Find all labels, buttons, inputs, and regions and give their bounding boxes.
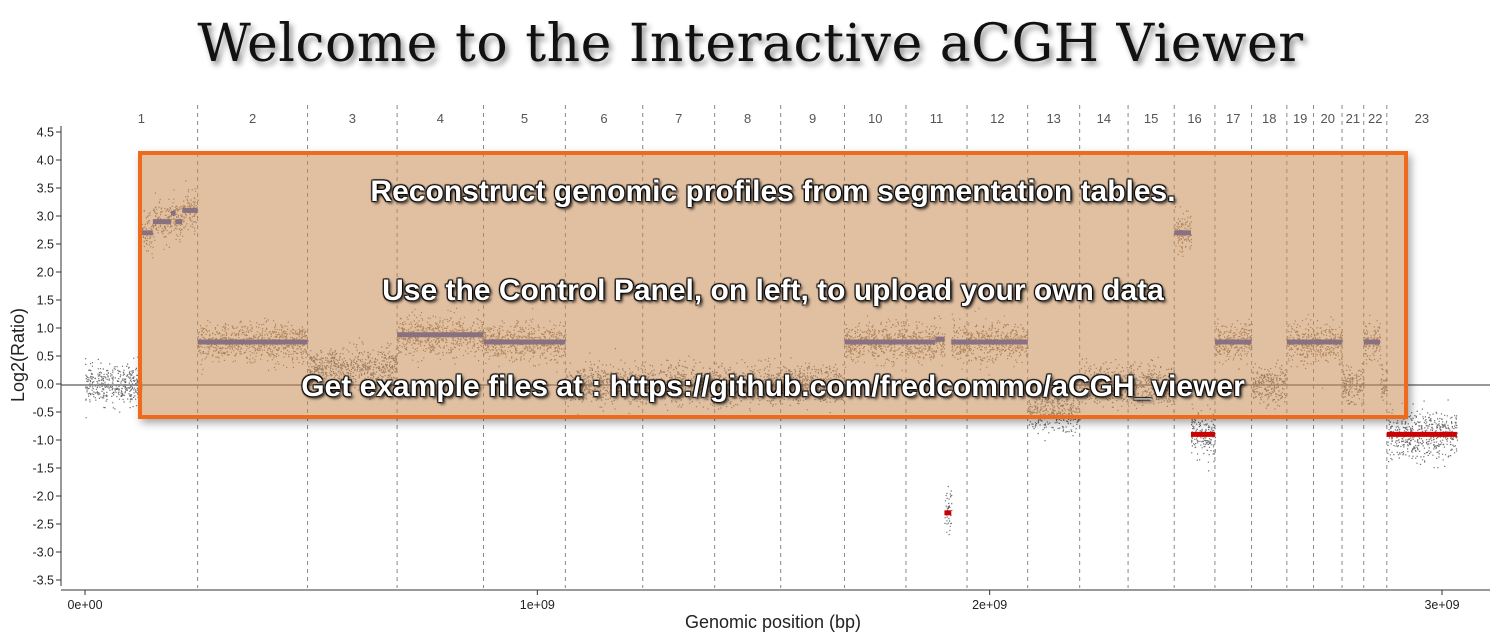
page-title: Welcome to the Interactive aCGH Viewer bbox=[197, 14, 1304, 74]
x-tick-label: 2e+09 bbox=[972, 598, 1007, 612]
chromosome-label: 4 bbox=[437, 111, 444, 126]
probe-points-chr11 bbox=[944, 485, 953, 536]
chromosome-label: 6 bbox=[600, 111, 607, 126]
y-tick-label: 3.0 bbox=[37, 210, 54, 224]
y-tick-label: -3.5 bbox=[32, 574, 54, 588]
banner-line-control-panel: Use the Control Panel, on left, to uploa… bbox=[382, 274, 1164, 307]
chromosome-label: 23 bbox=[1415, 111, 1429, 126]
chromosome-label: 7 bbox=[675, 111, 682, 126]
y-tick-label: 4.0 bbox=[37, 154, 54, 168]
y-tick-label: 3.5 bbox=[37, 182, 54, 196]
y-tick-label: -2.5 bbox=[32, 518, 54, 532]
chromosome-label: 16 bbox=[1187, 111, 1201, 126]
chromosome-label: 11 bbox=[930, 111, 944, 126]
y-tick-label: 1.0 bbox=[37, 322, 54, 336]
chromosome-label: 14 bbox=[1097, 111, 1111, 126]
probe-points-chr16 bbox=[1191, 381, 1216, 472]
y-tick-label: 0.5 bbox=[37, 350, 54, 364]
x-axis: 0e+00 1e+09 2e+09 3e+09 bbox=[61, 589, 1490, 612]
welcome-banner: Reconstruct genomic profiles from segmen… bbox=[138, 151, 1408, 419]
chromosome-label: 8 bbox=[744, 111, 751, 126]
y-axis: -3.5 -3.0 -2.5 -2.0 -1.5 -1.0 -0.5 0.0 0.5 1.0 1.5… bbox=[32, 126, 62, 588]
chromosome-label: 5 bbox=[521, 111, 528, 126]
banner-line-example-files: Get example files at : https://github.co… bbox=[301, 370, 1245, 403]
chromosome-label: 17 bbox=[1226, 111, 1240, 126]
chromosome-label: 9 bbox=[809, 111, 816, 126]
y-tick-label: -1.0 bbox=[32, 434, 54, 448]
chromosome-label: 1 bbox=[138, 111, 145, 126]
chromosome-label: 2 bbox=[249, 111, 256, 126]
y-tick-label: -1.5 bbox=[32, 462, 54, 476]
y-tick-label: 1.5 bbox=[37, 294, 54, 308]
y-tick-label: -2.0 bbox=[32, 490, 54, 504]
y-tick-label: -3.0 bbox=[32, 546, 54, 560]
chromosome-label: 15 bbox=[1144, 111, 1158, 126]
y-tick-label: -0.5 bbox=[32, 406, 54, 420]
chromosome-labels: 1 2 3 4 5 6 7 8 9 10 11 12 13 14 15 16 17 18 19 20 21 22 23 bbox=[138, 111, 1429, 126]
y-tick-label: 0.0 bbox=[37, 378, 54, 392]
y-tick-label: 2.5 bbox=[37, 238, 54, 252]
banner-line-reconstruct: Reconstruct genomic profiles from segmen… bbox=[370, 175, 1176, 208]
chromosome-label: 20 bbox=[1321, 111, 1335, 126]
chromosome-label: 22 bbox=[1368, 111, 1382, 126]
x-tick-label: 1e+09 bbox=[520, 598, 555, 612]
chromosome-label: 10 bbox=[868, 111, 882, 126]
chromosome-label: 21 bbox=[1346, 111, 1360, 126]
probe-points-chr1 bbox=[85, 356, 143, 419]
x-tick-label: 3e+09 bbox=[1424, 598, 1459, 612]
chromosome-label: 18 bbox=[1262, 111, 1276, 126]
chromosome-label: 12 bbox=[990, 111, 1004, 126]
y-axis-label: Log2(Ratio) bbox=[8, 308, 28, 402]
x-axis-label: Genomic position (bp) bbox=[685, 612, 861, 632]
chromosome-label: 3 bbox=[349, 111, 356, 126]
chromosome-label: 13 bbox=[1046, 111, 1060, 126]
x-tick-label: 0e+00 bbox=[67, 598, 102, 612]
y-tick-label: 2.0 bbox=[37, 266, 54, 280]
y-tick-label: 4.5 bbox=[37, 126, 54, 140]
chromosome-label: 19 bbox=[1293, 111, 1307, 126]
